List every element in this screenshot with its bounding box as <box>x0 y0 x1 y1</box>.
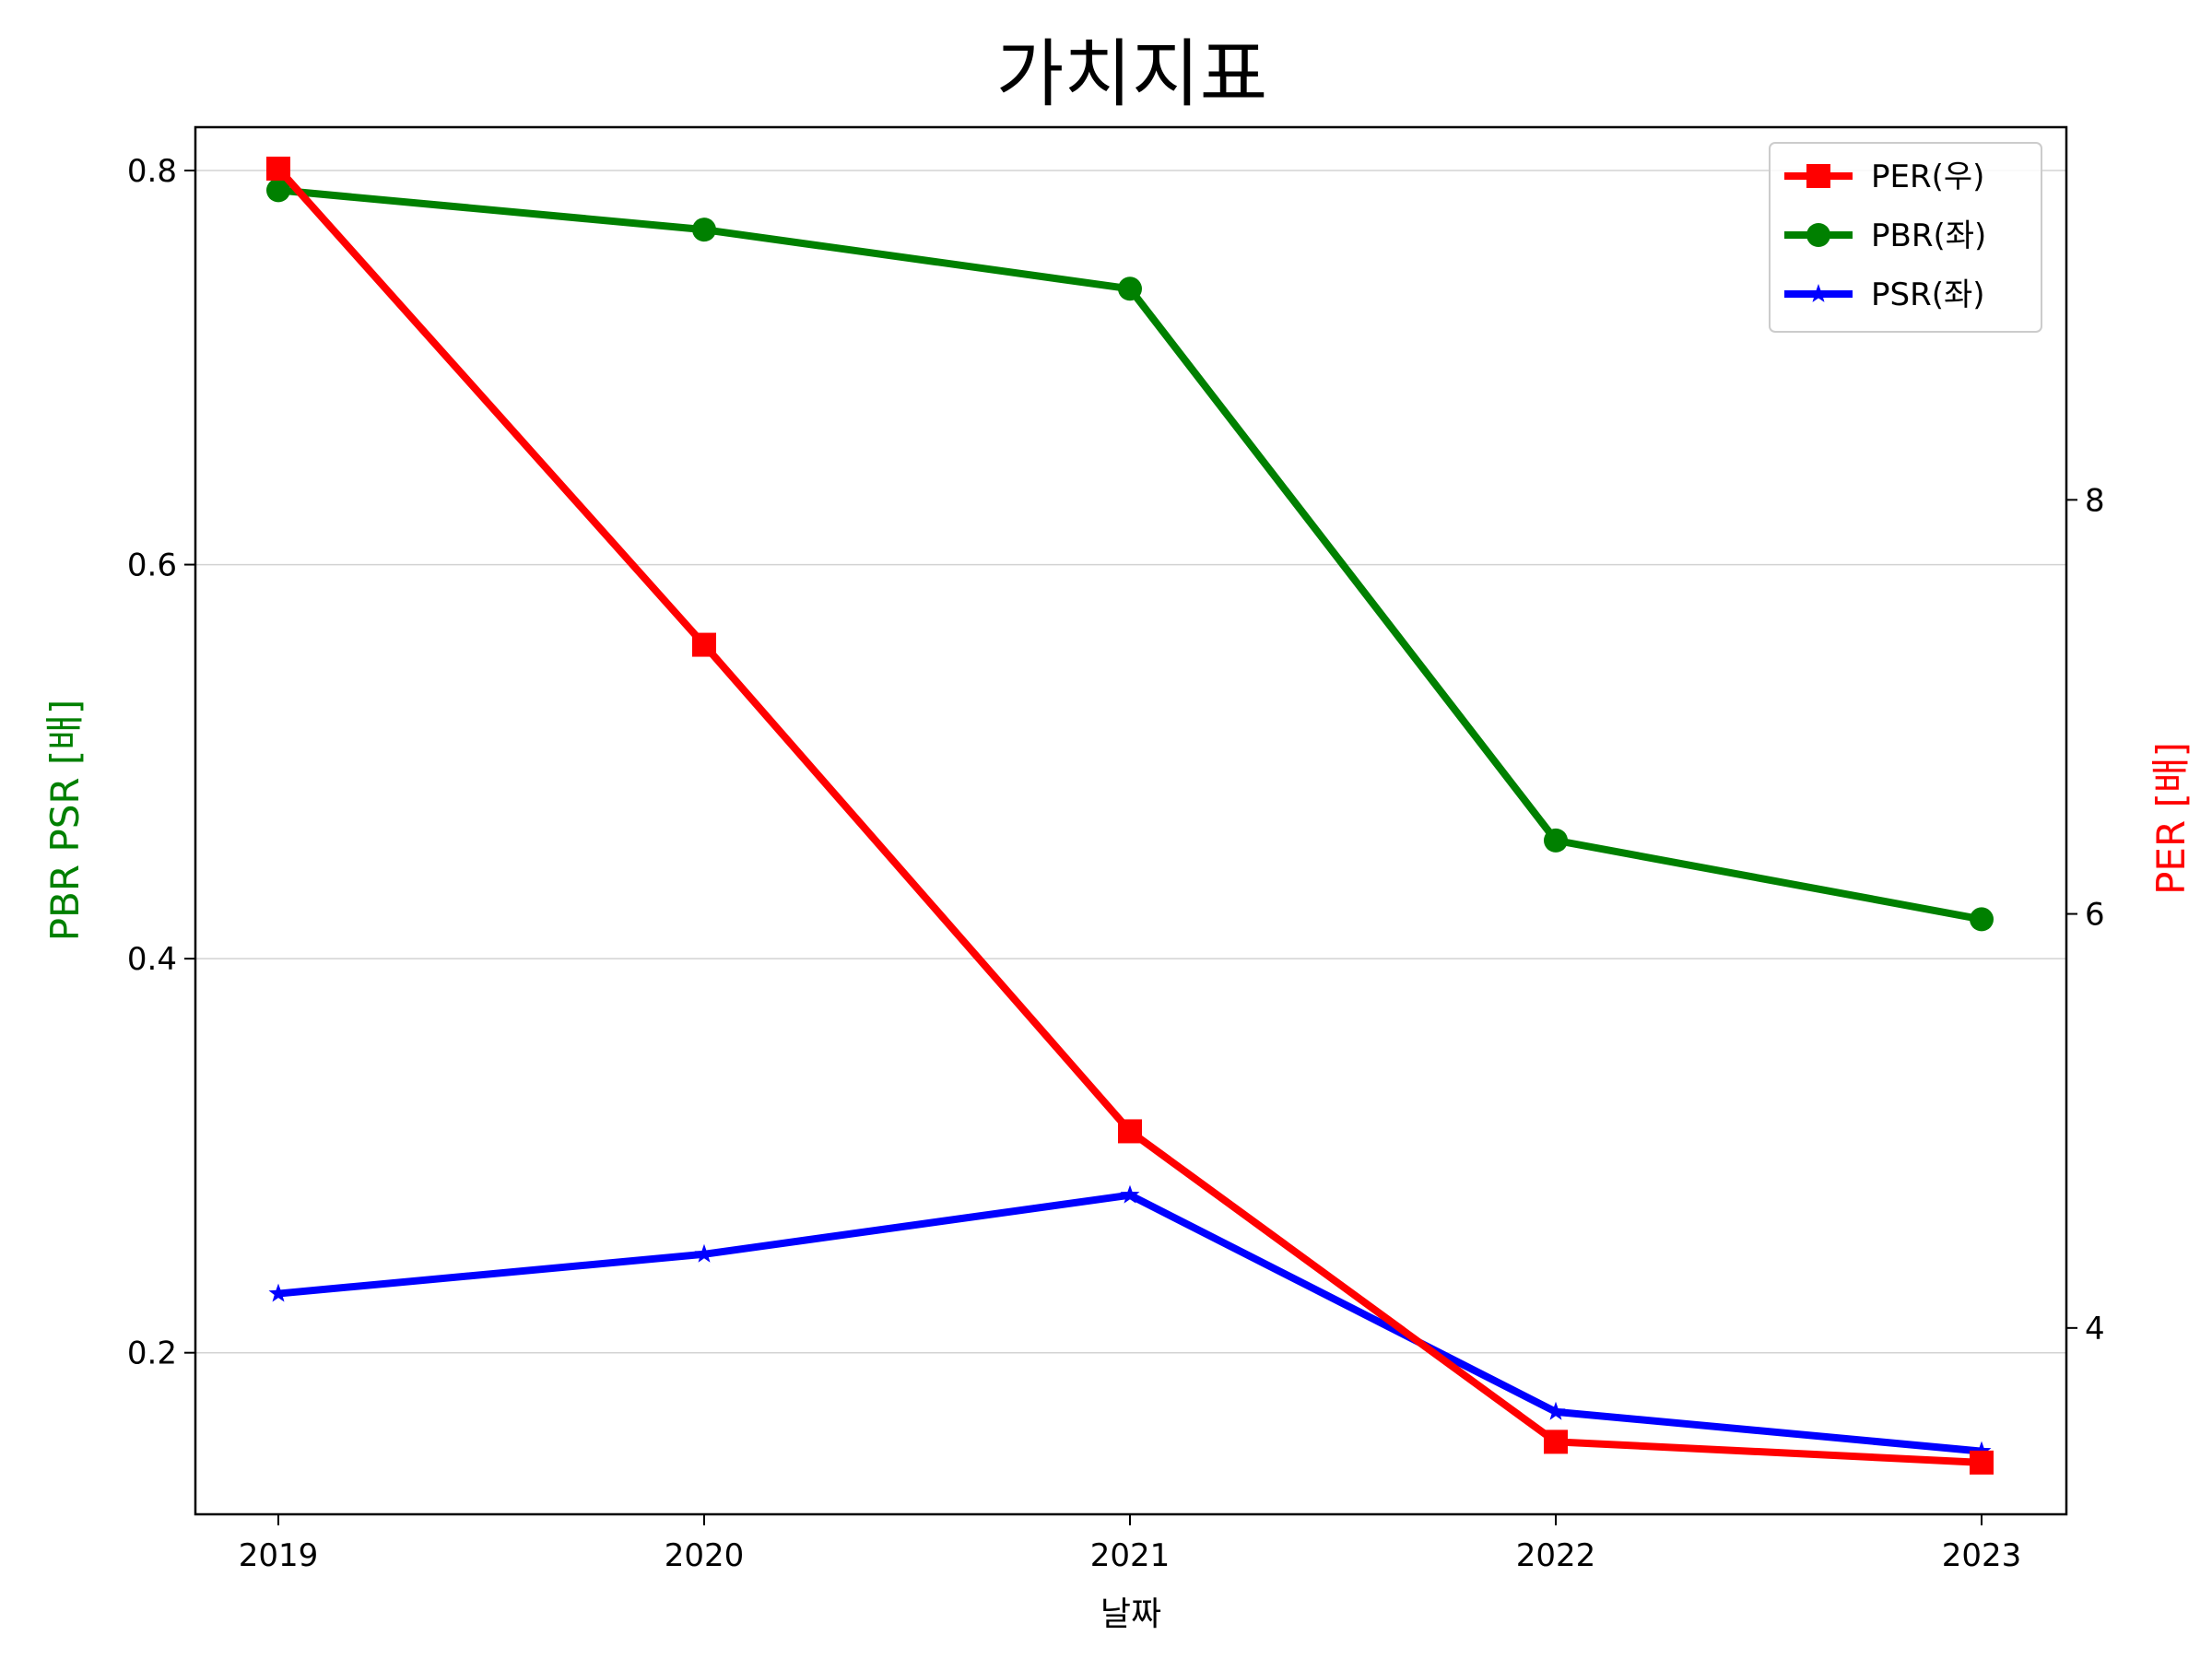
data-point <box>1544 828 1568 853</box>
chart-title: 가치지표 <box>996 31 1267 117</box>
legend: PER(우) PBR(좌) PSR(좌) <box>1769 142 2042 333</box>
x-tick-label: 2019 <box>239 1537 319 1574</box>
series-square-group <box>266 156 1994 1475</box>
x-axis-label: 날짜 <box>1100 1595 1161 1633</box>
y-right-tick-label: 6 <box>2085 897 2105 934</box>
y-right-tick-label: 4 <box>2085 1311 2105 1347</box>
legend-marker <box>1806 223 1830 247</box>
y-left-tick-label: 0.4 <box>127 941 177 978</box>
data-point <box>1970 1450 1994 1475</box>
series-circle-group <box>266 178 1994 932</box>
legend-label: PBR(좌) <box>1871 218 1986 254</box>
series-star-group <box>268 1184 1992 1460</box>
data-point <box>1971 1441 1992 1460</box>
x-tick-label: 2020 <box>665 1537 745 1574</box>
data-point <box>692 632 716 657</box>
data-point <box>1546 1401 1566 1420</box>
y-right-tick-label: 8 <box>2085 482 2105 519</box>
y-axis-label-left: PBR PSR [배] <box>42 700 88 942</box>
axes: 0.2 0.4 0.6 0.8 4 6 8 2019 2020 2021 2022 2023 <box>127 153 2105 1574</box>
data-point <box>1118 1119 1142 1144</box>
legend-frame <box>1769 142 2042 333</box>
legend-label: PER(우) <box>1871 159 1984 195</box>
y-left-tick-label: 0.2 <box>127 1335 177 1372</box>
legend-label: PSR(좌) <box>1871 276 1985 313</box>
legend-marker <box>1808 284 1829 302</box>
x-tick-label: 2021 <box>1090 1537 1171 1574</box>
data-point <box>1118 276 1142 301</box>
data-point <box>694 1243 714 1263</box>
y-left-tick-label: 0.6 <box>127 547 177 584</box>
data-point <box>1120 1184 1140 1204</box>
data-point <box>1970 907 1994 932</box>
y-axis-label-right: PER [배] <box>2148 742 2194 895</box>
data-point <box>692 218 716 242</box>
x-tick-label: 2022 <box>1516 1537 1596 1574</box>
data-point <box>266 178 290 203</box>
legend-marker <box>1806 164 1830 188</box>
y-left-tick-label: 0.8 <box>127 153 177 190</box>
x-tick-label: 2023 <box>1942 1537 2022 1574</box>
gridlines <box>195 170 2066 1354</box>
data-point <box>266 156 290 181</box>
data-point <box>268 1283 288 1302</box>
data-point <box>1544 1430 1568 1454</box>
series-layer <box>266 156 1994 1475</box>
